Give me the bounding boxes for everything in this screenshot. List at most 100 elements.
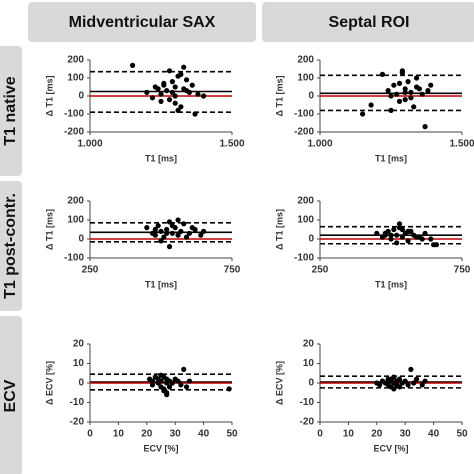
point	[422, 378, 428, 384]
point	[399, 226, 405, 233]
point	[422, 124, 428, 130]
y-axis-title: Δ ECV [%]	[44, 361, 54, 405]
x-tick-label: 0	[317, 429, 323, 440]
y-tick-label: -200	[294, 127, 314, 138]
x-tick-label: 20	[371, 429, 383, 440]
point	[396, 98, 403, 104]
x-tick-label: 1.500	[449, 139, 474, 150]
y-tick-label: 0	[308, 91, 314, 102]
point	[419, 236, 425, 242]
point	[411, 380, 417, 386]
x-tick-label: 750	[454, 265, 471, 276]
point	[152, 226, 158, 233]
point	[158, 91, 164, 97]
point	[399, 68, 405, 74]
column-header: Septal ROI	[329, 14, 410, 31]
point	[405, 228, 411, 234]
point	[169, 380, 175, 386]
point	[169, 79, 175, 85]
point	[428, 82, 434, 88]
point	[413, 234, 420, 240]
point	[186, 230, 192, 236]
x-tick-label: 20	[141, 429, 153, 440]
y-tick-label: -10	[70, 397, 85, 408]
point	[402, 89, 408, 95]
point	[169, 230, 175, 236]
point	[388, 236, 394, 242]
column-header-box	[262, 2, 474, 42]
point	[394, 232, 400, 238]
point	[164, 392, 170, 398]
point	[158, 372, 164, 378]
point	[178, 71, 184, 77]
y-tick-label: -100	[294, 253, 314, 264]
point	[198, 232, 204, 238]
point	[201, 228, 207, 234]
y-tick-label: 0	[308, 234, 314, 245]
point	[388, 107, 394, 113]
y-tick-label: 200	[297, 55, 314, 66]
point	[183, 234, 190, 240]
y-axis-title: Δ T1 [ms]	[274, 209, 284, 250]
point	[161, 80, 167, 86]
point	[175, 232, 181, 238]
point	[169, 223, 175, 229]
point	[149, 378, 156, 384]
y-tick-label: 100	[297, 215, 314, 226]
point	[413, 75, 420, 81]
y-axis-title: Δ T1 [ms]	[274, 76, 284, 117]
point	[396, 80, 403, 86]
row-header-box	[0, 316, 22, 474]
x-tick-label: 750	[224, 265, 241, 276]
y-tick-label: 20	[303, 339, 315, 350]
y-axis-title: Δ T1 [ms]	[44, 209, 54, 250]
point	[130, 62, 136, 68]
y-tick-label: 100	[67, 73, 84, 84]
point	[402, 97, 408, 103]
x-tick-label: 50	[226, 429, 238, 440]
point	[183, 384, 190, 390]
point	[201, 93, 207, 99]
x-tick-label: 40	[428, 429, 440, 440]
x-tick-label: 0	[87, 429, 93, 440]
point	[149, 95, 156, 101]
point	[166, 68, 173, 74]
point	[382, 230, 388, 236]
point	[152, 232, 158, 238]
y-tick-label: -100	[64, 109, 84, 120]
y-tick-label: 0	[78, 378, 84, 389]
point	[152, 84, 158, 90]
point	[391, 386, 397, 392]
y-tick-label: 20	[73, 339, 85, 350]
point	[419, 91, 425, 97]
point	[396, 221, 403, 227]
y-tick-label: 0	[78, 91, 84, 102]
y-tick-label: -10	[300, 397, 315, 408]
point	[172, 100, 178, 106]
point	[181, 64, 187, 70]
point	[413, 84, 420, 90]
point	[166, 384, 173, 390]
point	[175, 217, 181, 223]
y-tick-label: 200	[67, 196, 84, 207]
y-tick-label: 200	[297, 196, 314, 207]
row-header: T1 post-contr.	[2, 193, 19, 299]
point	[178, 382, 184, 388]
x-tick-label: 1.000	[77, 139, 102, 150]
row-header-box	[0, 181, 22, 311]
y-tick-label: 200	[67, 55, 84, 66]
point	[399, 234, 405, 240]
y-tick-label: -20	[300, 417, 315, 428]
x-tick-label: 30	[170, 429, 182, 440]
x-tick-label: 1.500	[219, 139, 244, 150]
point	[408, 366, 414, 372]
point	[161, 234, 167, 240]
x-axis-title: T1 [ms]	[145, 279, 177, 289]
point	[396, 384, 403, 390]
point	[181, 366, 187, 372]
point	[169, 89, 175, 95]
point	[405, 382, 411, 388]
point	[189, 225, 195, 231]
point	[402, 86, 408, 92]
